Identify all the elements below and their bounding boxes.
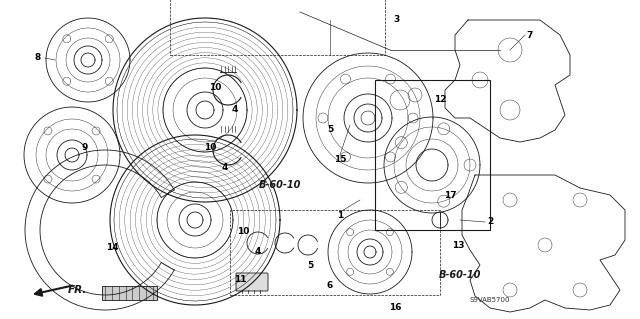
Bar <box>102 286 157 300</box>
Text: 10: 10 <box>237 227 249 236</box>
Text: 13: 13 <box>452 241 464 249</box>
Text: 4: 4 <box>232 106 238 115</box>
Text: 5: 5 <box>307 261 313 270</box>
Text: 15: 15 <box>333 155 346 165</box>
Bar <box>375 80 490 230</box>
Text: FR.: FR. <box>68 285 88 295</box>
Text: 9: 9 <box>82 144 88 152</box>
Text: 8: 8 <box>35 54 41 63</box>
Text: 4: 4 <box>255 248 261 256</box>
Text: 10: 10 <box>204 144 216 152</box>
FancyBboxPatch shape <box>236 273 268 291</box>
Text: 6: 6 <box>327 280 333 290</box>
Text: 16: 16 <box>388 303 401 313</box>
Text: 1: 1 <box>337 211 343 219</box>
Text: 14: 14 <box>106 243 118 253</box>
Text: 7: 7 <box>527 31 533 40</box>
Text: 12: 12 <box>434 95 446 105</box>
Text: B-60-10: B-60-10 <box>439 270 481 280</box>
Text: 3: 3 <box>394 16 400 25</box>
Text: S9VAB5700: S9VAB5700 <box>470 297 510 303</box>
Text: 17: 17 <box>444 190 456 199</box>
Bar <box>170 0 385 55</box>
Text: 2: 2 <box>487 218 493 226</box>
Bar <box>230 210 440 295</box>
Text: 4: 4 <box>222 164 228 173</box>
Text: 11: 11 <box>234 276 246 285</box>
Text: 10: 10 <box>209 84 221 93</box>
Text: B-60-10: B-60-10 <box>259 180 301 190</box>
Text: 5: 5 <box>327 125 333 135</box>
